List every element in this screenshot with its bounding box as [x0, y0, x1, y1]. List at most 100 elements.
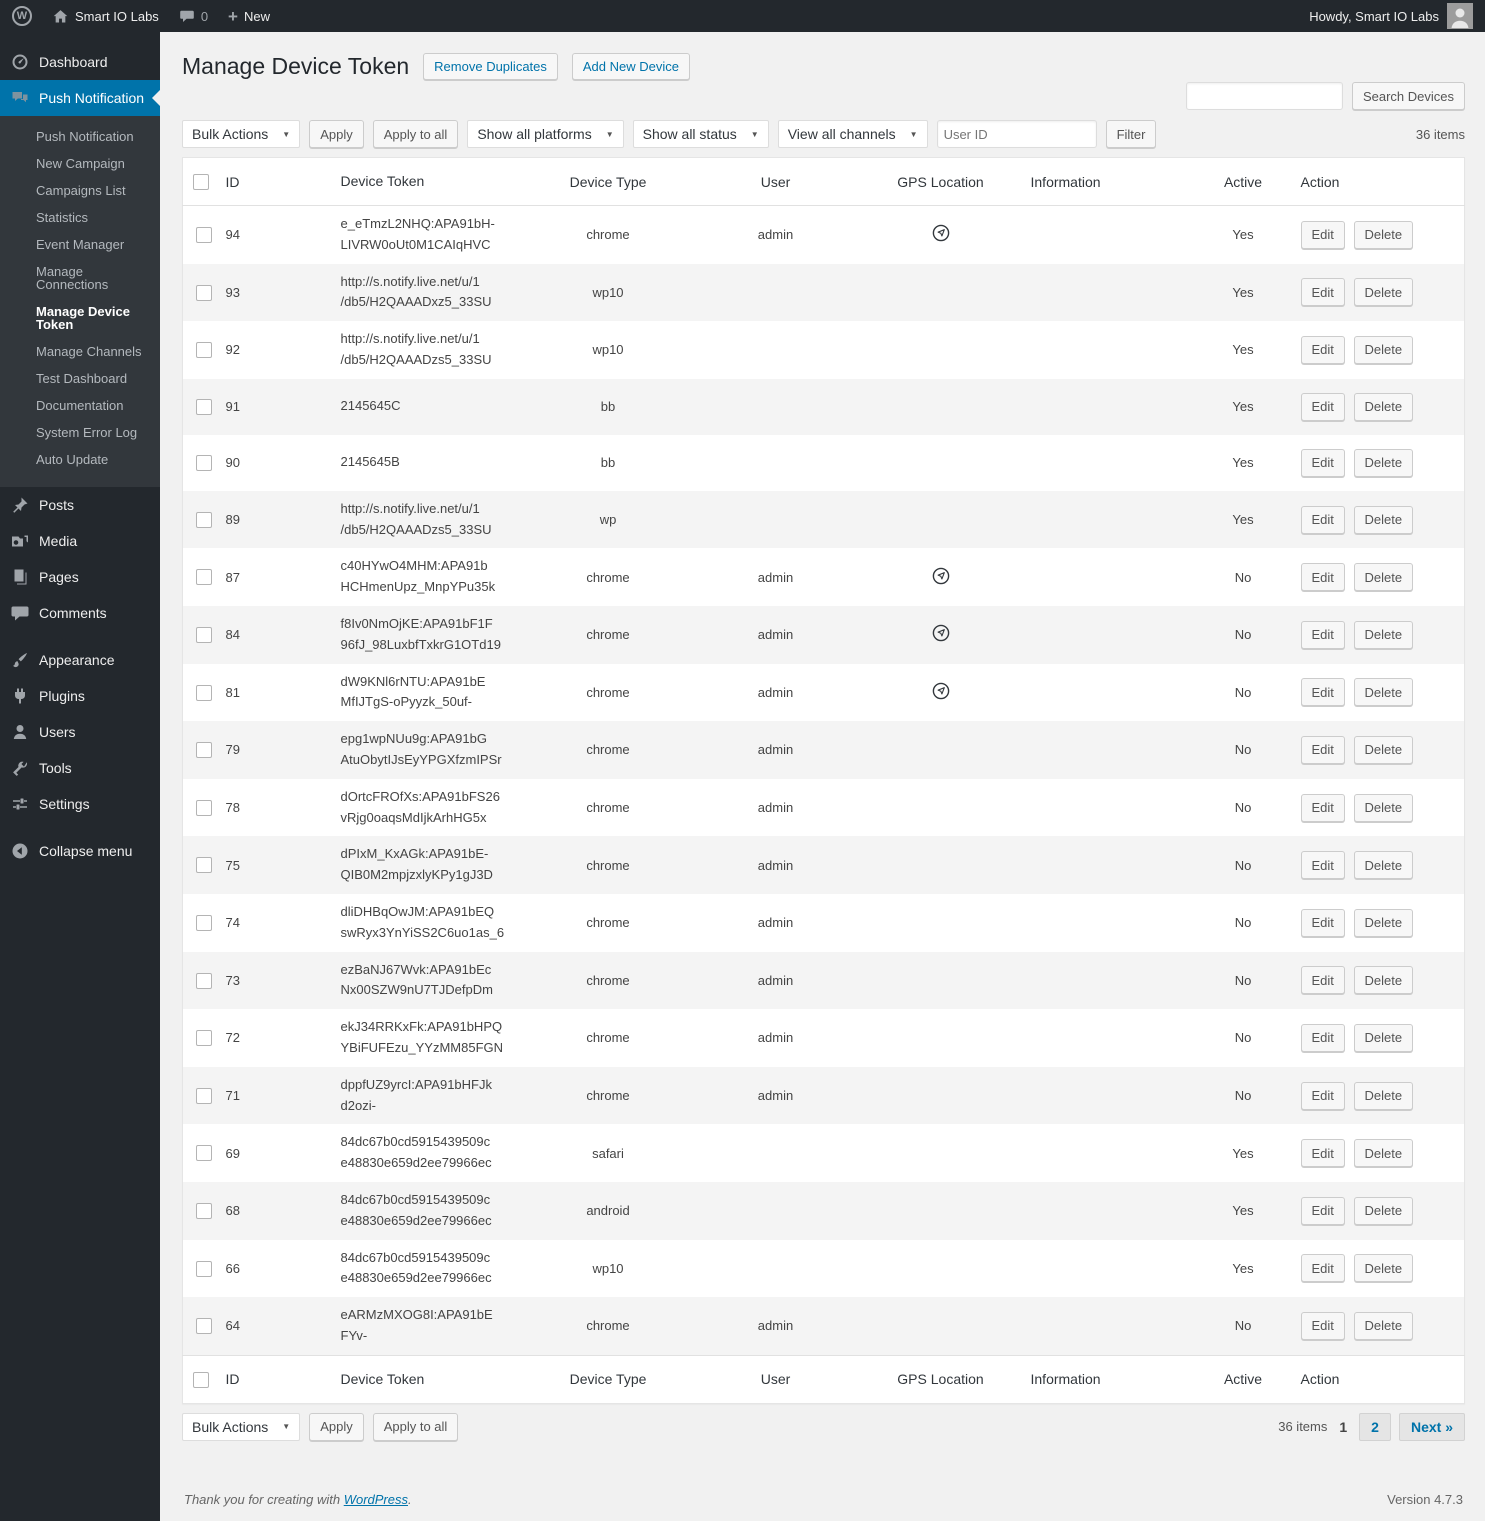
delete-button[interactable]: Delete [1353, 448, 1414, 477]
row-checkbox[interactable] [196, 1030, 213, 1047]
edit-button[interactable]: Edit [1300, 335, 1345, 364]
comments-indicator[interactable]: 0 [179, 8, 208, 24]
search-input[interactable] [1185, 82, 1343, 110]
delete-button[interactable]: Delete [1353, 793, 1414, 822]
edit-button[interactable]: Edit [1300, 563, 1345, 592]
row-checkbox[interactable] [196, 227, 213, 244]
platform-filter-select[interactable]: Show all platforms ▼ [467, 120, 624, 148]
user-id-input[interactable] [936, 120, 1097, 148]
sidebar-submenu-item[interactable]: New Campaign [36, 156, 125, 171]
row-checkbox[interactable] [196, 627, 213, 644]
edit-button[interactable]: Edit [1300, 966, 1345, 995]
apply-to-all-button[interactable]: Apply to all [372, 120, 459, 148]
edit-button[interactable]: Edit [1300, 1254, 1345, 1283]
row-checkbox[interactable] [196, 284, 213, 301]
edit-button[interactable]: Edit [1300, 1139, 1345, 1168]
sidebar-item-appearance[interactable]: Appearance [0, 642, 160, 678]
edit-button[interactable]: Edit [1300, 505, 1345, 534]
delete-button[interactable]: Delete [1353, 278, 1414, 307]
select-all-checkbox[interactable] [193, 174, 209, 191]
edit-button[interactable]: Edit [1300, 678, 1345, 707]
search-devices-button[interactable]: Search Devices [1351, 82, 1465, 110]
row-checkbox[interactable] [196, 972, 213, 989]
sidebar-submenu-item[interactable]: Event Manager [36, 237, 125, 252]
apply-to-all-button-bottom[interactable]: Apply to all [372, 1412, 459, 1441]
row-checkbox[interactable] [196, 857, 213, 874]
row-checkbox[interactable] [196, 511, 213, 528]
sidebar-submenu-item[interactable]: Campaigns List [36, 183, 126, 198]
new-menu[interactable]: + New [228, 8, 270, 25]
edit-button[interactable]: Edit [1300, 908, 1345, 937]
edit-button[interactable]: Edit [1300, 620, 1345, 649]
edit-button[interactable]: Edit [1300, 1081, 1345, 1110]
row-checkbox[interactable] [196, 455, 213, 472]
site-name-link[interactable]: Smart IO Labs [52, 8, 159, 25]
bulk-actions-select[interactable]: Bulk Actions ▼ [182, 120, 301, 148]
edit-button[interactable]: Edit [1300, 735, 1345, 764]
row-checkbox[interactable] [196, 1318, 213, 1335]
sidebar-item-settings[interactable]: Settings [0, 786, 160, 822]
next-page-button[interactable]: Next » [1398, 1412, 1465, 1441]
edit-button[interactable]: Edit [1300, 1311, 1345, 1340]
delete-button[interactable]: Delete [1353, 1254, 1414, 1283]
sidebar-item-media[interactable]: Media [0, 523, 160, 559]
delete-button[interactable]: Delete [1353, 505, 1414, 534]
edit-button[interactable]: Edit [1300, 793, 1345, 822]
sidebar-submenu-item[interactable]: Test Dashboard [36, 371, 128, 386]
wordpress-menu[interactable]: W [12, 6, 32, 26]
edit-button[interactable]: Edit [1300, 448, 1345, 477]
sidebar-submenu-item[interactable]: Manage Channels [36, 344, 142, 359]
channel-filter-select[interactable]: View all channels ▼ [777, 120, 928, 148]
row-checkbox[interactable] [196, 799, 213, 816]
apply-button[interactable]: Apply [309, 120, 364, 148]
page-2-button[interactable]: 2 [1359, 1412, 1391, 1441]
sidebar-item-users[interactable]: Users [0, 714, 160, 750]
remove-duplicates-button[interactable]: Remove Duplicates [423, 53, 558, 80]
delete-button[interactable]: Delete [1353, 678, 1414, 707]
wordpress-link[interactable]: WordPress [343, 1491, 408, 1507]
delete-button[interactable]: Delete [1353, 563, 1414, 592]
edit-button[interactable]: Edit [1300, 220, 1345, 249]
sidebar-item-dashboard[interactable]: Dashboard [0, 44, 160, 80]
row-checkbox[interactable] [196, 1202, 213, 1219]
collapse-menu-button[interactable]: Collapse menu [0, 833, 160, 869]
row-checkbox[interactable] [196, 742, 213, 759]
sidebar-submenu-item[interactable]: Push Notification [36, 129, 134, 144]
delete-button[interactable]: Delete [1353, 620, 1414, 649]
row-checkbox[interactable] [196, 1260, 213, 1277]
sidebar-submenu-item[interactable]: Documentation [36, 398, 124, 413]
row-checkbox[interactable] [196, 1087, 213, 1104]
delete-button[interactable]: Delete [1353, 966, 1414, 995]
delete-button[interactable]: Delete [1353, 1311, 1414, 1340]
edit-button[interactable]: Edit [1300, 1196, 1345, 1225]
sidebar-submenu-item[interactable]: Auto Update [36, 452, 109, 467]
row-checkbox[interactable] [196, 399, 213, 416]
filter-button[interactable]: Filter [1105, 120, 1157, 148]
sidebar-item-plugins[interactable]: Plugins [0, 678, 160, 714]
edit-button[interactable]: Edit [1300, 1023, 1345, 1052]
edit-button[interactable]: Edit [1300, 851, 1345, 880]
select-all-checkbox-bottom[interactable] [193, 1371, 209, 1388]
row-checkbox[interactable] [196, 1145, 213, 1162]
row-checkbox[interactable] [196, 342, 213, 359]
row-checkbox[interactable] [196, 915, 213, 932]
delete-button[interactable]: Delete [1353, 1196, 1414, 1225]
apply-button-bottom[interactable]: Apply [309, 1412, 364, 1441]
row-checkbox[interactable] [196, 684, 213, 701]
add-new-device-button[interactable]: Add New Device [571, 53, 690, 80]
edit-button[interactable]: Edit [1300, 392, 1345, 421]
delete-button[interactable]: Delete [1353, 851, 1414, 880]
sidebar-item-push-notification[interactable]: Push Notification [0, 80, 160, 116]
sidebar-item-posts[interactable]: Posts [0, 487, 160, 523]
delete-button[interactable]: Delete [1353, 908, 1414, 937]
edit-button[interactable]: Edit [1300, 278, 1345, 307]
delete-button[interactable]: Delete [1353, 1081, 1414, 1110]
sidebar-item-pages[interactable]: Pages [0, 559, 160, 595]
bulk-actions-select-bottom[interactable]: Bulk Actions ▼ [182, 1412, 301, 1441]
howdy-account-link[interactable]: Howdy, Smart IO Labs [1309, 8, 1439, 24]
sidebar-submenu-item[interactable]: Manage Device Token [36, 304, 130, 332]
status-filter-select[interactable]: Show all status ▼ [632, 120, 769, 148]
delete-button[interactable]: Delete [1353, 335, 1414, 364]
sidebar-submenu-item[interactable]: Manage Connections [36, 264, 109, 292]
sidebar-submenu-item[interactable]: Statistics [36, 210, 89, 225]
